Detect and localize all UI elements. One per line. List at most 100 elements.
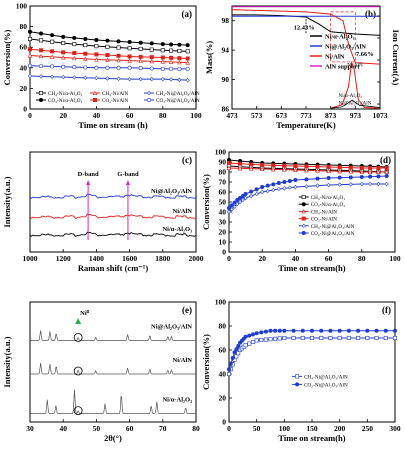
- data-point: [83, 56, 88, 61]
- data-point: [72, 75, 77, 80]
- legend: CH₄-Ni@Al₂O₃/AlN CO₂-Ni@Al₂O₃/AlN: [292, 374, 348, 388]
- data-point: [260, 185, 265, 190]
- data-point: [185, 43, 190, 48]
- data-point: [337, 165, 342, 170]
- ion-current-ni-al2o3: [330, 99, 381, 109]
- data-point: [254, 331, 259, 336]
- data-point: [293, 178, 298, 183]
- data-point: [326, 168, 331, 173]
- y-tick-label: 60: [219, 188, 227, 197]
- series-line: [29, 54, 188, 64]
- data-point: [271, 182, 276, 187]
- data-point: [293, 184, 298, 190]
- x-tick-label: 1073: [373, 111, 388, 120]
- x-tick-label: 0: [227, 424, 231, 433]
- xrd-pattern: [30, 389, 196, 415]
- y-tick-label: 100: [16, 2, 28, 11]
- data-point: [282, 186, 287, 191]
- data-point: [237, 165, 243, 171]
- data-point: [149, 77, 154, 82]
- data-point: [326, 165, 331, 170]
- raman-trace: [29, 231, 197, 237]
- legend-entry: CO₂-Ni/AlN: [102, 98, 129, 104]
- x-tick-label: 673: [276, 111, 288, 120]
- series-line: [228, 183, 387, 213]
- data-point: [138, 66, 143, 71]
- data-point: [271, 187, 276, 193]
- x-tick-label: 873: [325, 111, 337, 120]
- data-point: [127, 77, 132, 82]
- x-tick-label: 0: [227, 254, 231, 263]
- ni-marker-triangle: [75, 318, 82, 324]
- data-point: [374, 328, 379, 333]
- legend-marker: [301, 216, 306, 221]
- data-point: [238, 161, 243, 166]
- data-point: [72, 35, 77, 40]
- data-point: [383, 328, 388, 333]
- data-point: [27, 53, 33, 58]
- data-point: [374, 335, 379, 340]
- data-point: [249, 189, 254, 194]
- data-point: [282, 335, 287, 340]
- legend-marker: [147, 98, 152, 103]
- legend-entry: Ni/α-Al₂O₃: [325, 34, 355, 41]
- data-point: [227, 161, 232, 166]
- x-tick-label: 20: [258, 254, 266, 263]
- data-point: [236, 343, 241, 348]
- x-tick-label: 60: [126, 111, 134, 120]
- data-point: [277, 328, 282, 333]
- panel-label: (d): [380, 155, 391, 165]
- data-point: [226, 165, 232, 170]
- data-point: [229, 203, 234, 208]
- x-tick-label: 2000: [189, 254, 204, 263]
- legend-entry: CH₄-Ni/α-Al₂O₃: [48, 91, 83, 97]
- x-axis-label: Temperature(K): [276, 120, 336, 130]
- x-tick-label: 100: [279, 424, 291, 433]
- x-tick-label: 473: [226, 111, 238, 120]
- x-tick-label: 20: [59, 111, 67, 120]
- data-point: [185, 66, 190, 71]
- y-axis-label: Intensity(a.u.): [2, 176, 12, 227]
- data-point: [348, 169, 353, 174]
- x-axis-label: Time on stream(h): [278, 263, 345, 273]
- x-tick-label: 1800: [155, 254, 170, 263]
- data-point: [50, 33, 55, 38]
- data-point: [376, 166, 381, 171]
- data-point: [348, 165, 353, 170]
- raman-trace: [29, 193, 197, 199]
- data-point: [249, 193, 254, 199]
- peak-label-ni-al2o3-aln: Ni@Al₂O₃/AlN: [339, 101, 372, 107]
- ni-marker-label: Ni⁰: [80, 309, 90, 317]
- data-point: [268, 337, 273, 342]
- annotation-mass-loss: 12.43%: [294, 25, 315, 32]
- y-tick-label: 94: [222, 46, 230, 55]
- data-point: [315, 168, 320, 173]
- panel-label: (f): [382, 305, 391, 315]
- series-line: [29, 65, 188, 70]
- data-point: [177, 66, 182, 71]
- data-point: [38, 74, 44, 79]
- y-tick-label: 80: [219, 322, 227, 331]
- panel-label: (e): [182, 305, 192, 315]
- data-point: [105, 38, 110, 43]
- data-point: [39, 31, 44, 36]
- data-point: [250, 339, 255, 344]
- data-point: [337, 175, 342, 180]
- x-tick-label: 80: [192, 424, 200, 433]
- series-line: [228, 165, 387, 173]
- legend-entry: CH₄-Ni/AlN: [311, 209, 338, 215]
- data-point: [319, 328, 324, 333]
- x-tick-label: 0: [28, 111, 32, 120]
- data-point: [127, 46, 132, 51]
- y-tick-label: 90: [222, 75, 230, 84]
- xrd-pattern: [30, 362, 196, 375]
- ni-peak-circle: [73, 406, 83, 416]
- data-point: [185, 60, 190, 65]
- data-point: [168, 59, 174, 64]
- y-tick-label: 40: [219, 208, 227, 217]
- data-point: [50, 64, 55, 69]
- data-point: [50, 39, 55, 44]
- data-point: [291, 328, 296, 333]
- series-line: [29, 75, 188, 81]
